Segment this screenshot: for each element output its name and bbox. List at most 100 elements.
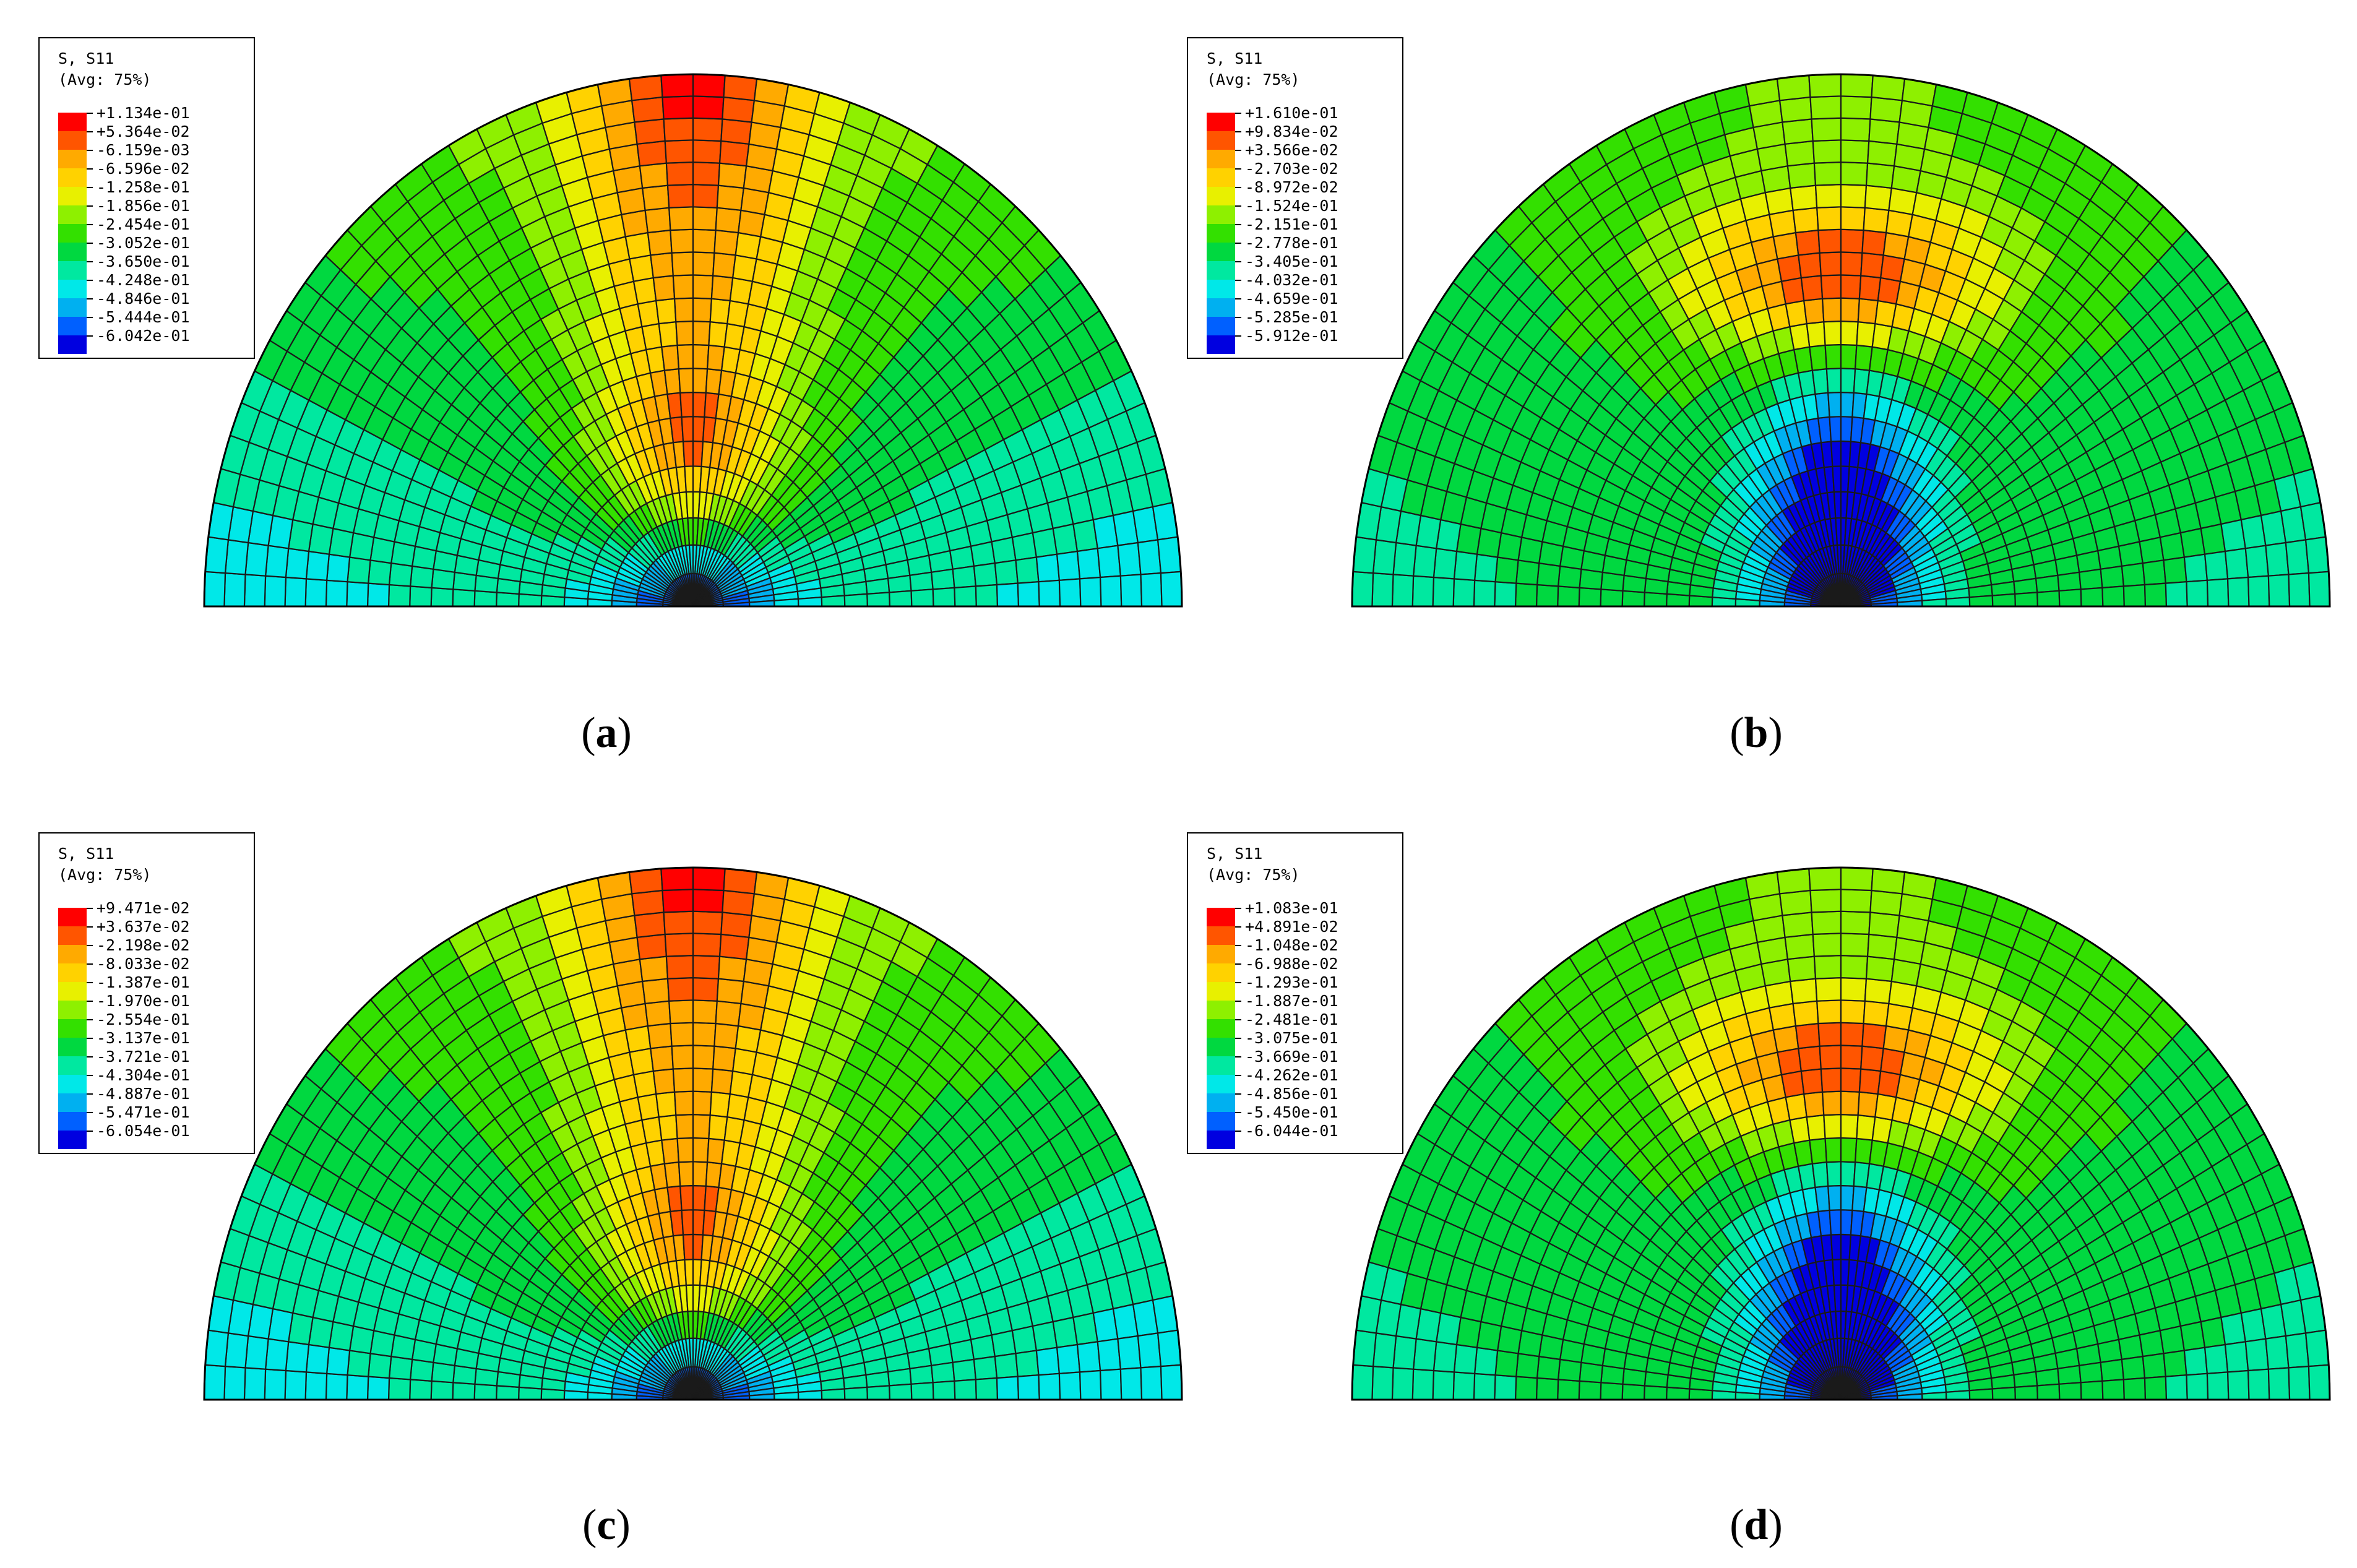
mesh-element [305, 1343, 330, 1374]
mesh-element [692, 161, 721, 186]
mesh-element [2142, 1353, 2166, 1379]
mesh-element [1869, 889, 1903, 916]
mesh-element [2035, 574, 2060, 593]
mesh-cells [203, 73, 1183, 608]
mesh-element [932, 1380, 956, 1401]
mesh-element [889, 1383, 913, 1401]
legend-swatch [1207, 261, 1235, 280]
legend-tick [1235, 1001, 1241, 1002]
legend-value: -4.659e-01 [1245, 290, 1338, 308]
mesh-element [910, 1382, 934, 1401]
mesh-element [949, 545, 975, 571]
mesh-element [244, 1335, 269, 1370]
mesh-element [692, 1067, 714, 1093]
mesh-element [2304, 1329, 2330, 1368]
legend-swatch [58, 908, 87, 926]
mesh-element [1840, 228, 1864, 254]
mesh-element [666, 976, 694, 1002]
legend-tick [1235, 280, 1241, 281]
legend-tick [87, 131, 93, 132]
mesh-element [692, 139, 722, 164]
legend-tick [1235, 1019, 1241, 1020]
mesh-element [1514, 1376, 1538, 1401]
mesh-element [1814, 392, 1830, 420]
legend-swatch [1207, 187, 1235, 205]
mesh-element [1578, 587, 1602, 608]
mesh-element [1157, 1329, 1182, 1368]
legend-tick [87, 280, 93, 281]
legend-value: -1.524e-01 [1245, 197, 1338, 215]
mesh-element [264, 545, 290, 579]
mesh-element [1371, 1365, 1394, 1401]
legend-value: -5.471e-01 [97, 1103, 190, 1121]
mesh-element [1015, 1350, 1040, 1377]
mesh-element [1821, 297, 1842, 323]
mesh-element [658, 1114, 678, 1141]
mesh-element [712, 252, 736, 279]
legend-value: -3.650e-01 [97, 252, 190, 270]
legend-swatch [1207, 298, 1235, 317]
mesh-element [1840, 910, 1871, 936]
legend-tick [87, 224, 93, 225]
mesh-element [1778, 96, 1812, 123]
mesh-element [325, 553, 351, 583]
mesh-element [909, 571, 934, 592]
mesh-element [652, 1068, 676, 1095]
mesh-element [1494, 581, 1517, 608]
mesh-cells [1351, 73, 2331, 608]
mesh-element [1860, 1045, 1884, 1072]
legend-tick [1235, 908, 1241, 909]
mesh-element [223, 572, 246, 608]
legend-swatch [1207, 1056, 1235, 1075]
legend-value: -4.856e-01 [1245, 1085, 1338, 1103]
mesh-element [1865, 162, 1895, 189]
mesh-element [970, 541, 996, 567]
mesh-element [671, 1045, 694, 1070]
mesh-element [1352, 1329, 1377, 1368]
mesh-element [1536, 1355, 1561, 1381]
legend-value: +4.891e-02 [1245, 918, 1338, 936]
legend-swatch [58, 982, 87, 1001]
mesh-element [692, 343, 710, 370]
mesh-element [665, 161, 694, 186]
mesh-element [2165, 581, 2188, 608]
mesh-element [224, 539, 249, 575]
mesh-element [473, 590, 498, 608]
legend-value: -4.887e-01 [97, 1085, 190, 1103]
mesh-element [2100, 1358, 2125, 1382]
mesh-element [1056, 1343, 1081, 1374]
mesh-element [1825, 1161, 1842, 1187]
mesh-element [1840, 161, 1869, 186]
mesh-element [1777, 1048, 1803, 1075]
legend-swatch [1207, 1112, 1235, 1131]
mesh-element [409, 1379, 433, 1401]
mesh-element [1557, 585, 1580, 608]
mesh-element [675, 1113, 694, 1140]
legend-value: -1.856e-01 [97, 197, 190, 215]
mesh-element [1823, 1113, 1842, 1140]
mesh-element [2163, 556, 2187, 584]
mesh-element [1578, 1380, 1602, 1401]
mesh-element [636, 140, 668, 167]
legend-value: -6.159e-03 [97, 141, 190, 159]
legend-tick [87, 1093, 93, 1095]
mesh-element [628, 74, 663, 101]
mesh-element [1372, 1332, 1397, 1369]
mesh-element [1035, 1346, 1061, 1376]
mesh-element [931, 1361, 955, 1384]
legend-value: +5.364e-02 [97, 123, 190, 140]
legend-swatch [58, 1075, 87, 1093]
mesh-element [1785, 299, 1808, 328]
mesh-element [692, 1045, 715, 1070]
mesh-element [641, 184, 670, 212]
mesh-element [666, 392, 683, 420]
legend-value: -6.042e-01 [97, 327, 190, 345]
mesh-element [1411, 575, 1435, 608]
mesh-element [1079, 576, 1102, 608]
mesh-element [1803, 298, 1825, 325]
mesh-element [325, 579, 348, 608]
legend-tick [1235, 261, 1241, 262]
legend-value: -2.454e-01 [97, 215, 190, 233]
mesh-element [682, 1233, 694, 1260]
mesh-element [1830, 1233, 1842, 1260]
